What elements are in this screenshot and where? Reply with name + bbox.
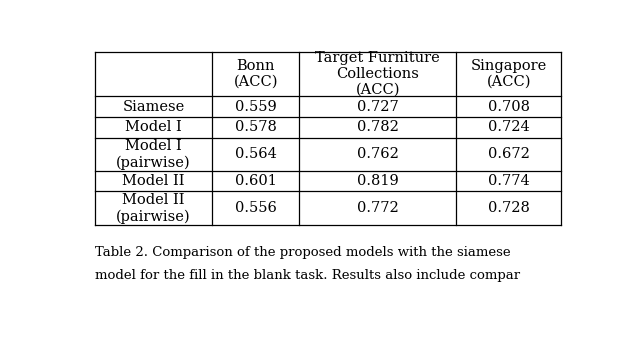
Text: 0.578: 0.578 — [235, 120, 276, 134]
Text: 0.556: 0.556 — [235, 201, 276, 215]
Text: 0.708: 0.708 — [488, 100, 530, 114]
Text: 0.782: 0.782 — [357, 120, 399, 134]
Text: 0.728: 0.728 — [488, 201, 530, 215]
Text: 0.762: 0.762 — [357, 147, 399, 161]
Text: Bonn
(ACC): Bonn (ACC) — [234, 59, 278, 89]
Text: 0.672: 0.672 — [488, 147, 530, 161]
Text: Model II: Model II — [122, 174, 185, 188]
Text: 0.564: 0.564 — [235, 147, 276, 161]
Text: Singapore
(ACC): Singapore (ACC) — [470, 59, 547, 89]
Text: 0.559: 0.559 — [235, 100, 276, 114]
Text: 0.601: 0.601 — [235, 174, 276, 188]
Text: Table 2. Comparison of the proposed models with the siamese: Table 2. Comparison of the proposed mode… — [95, 247, 511, 260]
Text: Model I
(pairwise): Model I (pairwise) — [116, 139, 191, 170]
Text: Model II
(pairwise): Model II (pairwise) — [116, 193, 191, 224]
Text: Siamese: Siamese — [122, 100, 184, 114]
Text: 0.772: 0.772 — [357, 201, 399, 215]
Text: Target Furniture
Collections
(ACC): Target Furniture Collections (ACC) — [316, 51, 440, 97]
Text: model for the fill in the blank task. Results also include compar: model for the fill in the blank task. Re… — [95, 269, 520, 282]
Text: Model I: Model I — [125, 120, 182, 134]
Text: 0.727: 0.727 — [357, 100, 399, 114]
Text: 0.819: 0.819 — [357, 174, 399, 188]
Text: 0.724: 0.724 — [488, 120, 530, 134]
Text: 0.774: 0.774 — [488, 174, 530, 188]
